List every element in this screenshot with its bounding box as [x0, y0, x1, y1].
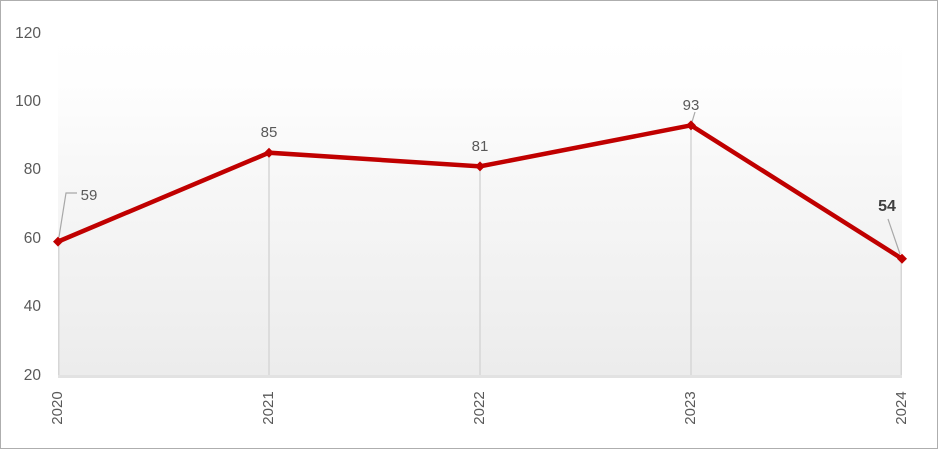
leader-line-93 — [691, 111, 696, 123]
y-axis-tick-label: 20 — [23, 366, 41, 384]
data-label: 93 — [682, 96, 700, 114]
data-point-marker — [897, 253, 907, 264]
data-point-marker — [264, 147, 274, 158]
y-axis-tick-label: 60 — [23, 229, 41, 247]
leader-line-54 — [887, 218, 901, 255]
data-point-marker — [475, 161, 485, 172]
y-axis-tick-label: 120 — [15, 24, 41, 42]
data-label: 54 — [878, 198, 896, 216]
data-label: 59 — [80, 187, 98, 205]
y-axis-tick-label: 80 — [23, 161, 41, 179]
x-axis-tick-label: 2020 — [49, 391, 66, 425]
series-layer — [53, 111, 907, 375]
x-axis-tick-label: 2023 — [682, 391, 699, 425]
data-label: 81 — [471, 137, 489, 155]
leader-line-59 — [58, 192, 77, 238]
data-point-marker — [53, 236, 63, 247]
data-label: 85 — [260, 124, 278, 142]
y-axis-tick-label: 100 — [15, 92, 41, 110]
x-axis-tick-label: 2022 — [471, 391, 488, 425]
x-axis-tick-label: 2021 — [260, 391, 277, 425]
plot-area — [53, 33, 907, 378]
x-axis-tick-label: 2024 — [893, 391, 910, 425]
data-point-marker — [686, 120, 696, 131]
y-axis-tick-label: 40 — [23, 298, 41, 316]
